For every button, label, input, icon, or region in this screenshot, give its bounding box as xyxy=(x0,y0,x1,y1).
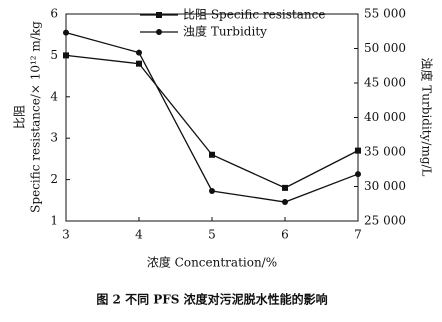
x-tick-label: 6 xyxy=(281,228,289,242)
caption: 图 2 不同 PFS 浓度对污泥脱水性能的影响 xyxy=(96,292,327,307)
y2-tick-label: 55 000 xyxy=(364,7,406,21)
marker xyxy=(355,147,361,154)
legend-label: 浊度 Turbidity xyxy=(183,24,267,39)
marker xyxy=(209,187,215,194)
y2-tick-label: 45 000 xyxy=(364,76,406,90)
marker xyxy=(63,52,69,59)
series-line xyxy=(65,32,359,203)
series-line xyxy=(65,54,359,189)
y2-tick-label: 30 000 xyxy=(364,179,406,193)
y2-tick-label: 50 000 xyxy=(364,41,406,55)
y-tick-label: 1 xyxy=(50,214,58,228)
x-tick-label: 7 xyxy=(354,228,362,242)
y-tick-label: 5 xyxy=(50,48,58,62)
legend-label: 比阻 Specific resistance xyxy=(183,8,325,22)
x-tick-label: 4 xyxy=(135,228,143,242)
marker xyxy=(136,60,142,67)
marker xyxy=(282,184,288,191)
marker xyxy=(63,29,69,36)
marker xyxy=(209,151,215,158)
y-tick-label: 4 xyxy=(50,89,58,103)
y-tick-label: 2 xyxy=(50,172,58,186)
x-axis-label: 浓度 Concentration/% xyxy=(147,255,277,270)
y-tick-label: 3 xyxy=(50,131,58,145)
x-tick-label: 5 xyxy=(208,228,216,242)
y-axis-label: 比阻 xyxy=(13,105,27,129)
marker xyxy=(282,199,288,206)
legend-marker xyxy=(156,12,162,18)
marker xyxy=(136,49,142,56)
y2-tick-label: 40 000 xyxy=(364,110,406,124)
legend-marker xyxy=(156,29,162,35)
y2-axis-label: 浊度 Turbidity/mg/L xyxy=(420,57,435,176)
x-tick-label: 3 xyxy=(62,228,70,242)
y-axis-label: Specific resistance/× 10¹² m/kg xyxy=(29,21,43,213)
y2-tick-label: 35 000 xyxy=(364,145,406,159)
y2-tick-label: 25 000 xyxy=(364,214,406,228)
marker xyxy=(355,171,361,178)
y-tick-label: 6 xyxy=(50,7,58,21)
